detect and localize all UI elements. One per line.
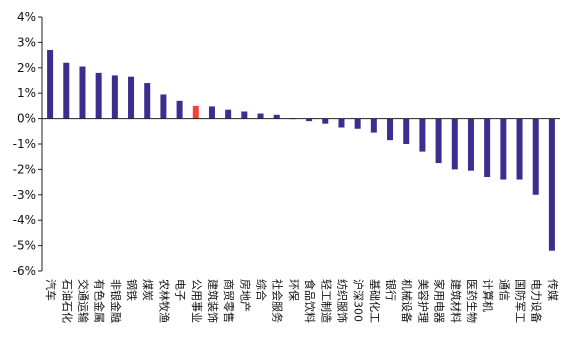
x-tick-label: 银行 (384, 279, 398, 301)
bar (95, 72, 102, 119)
x-tick-label: 沪深300 (352, 279, 366, 322)
x-tick-label: 房地产 (238, 279, 252, 312)
x-tick-label: 煤炭 (141, 279, 154, 301)
bar (322, 118, 329, 124)
x-tick-label: 国防军工 (514, 279, 528, 323)
bar (144, 83, 151, 119)
bar (370, 118, 377, 133)
y-tick-label: -5% (13, 239, 36, 253)
y-tick-label: 2% (17, 61, 36, 75)
bar (387, 118, 394, 141)
x-tick-label: 非银金融 (109, 279, 123, 323)
bar (419, 118, 426, 152)
x-tick-label: 基础化工 (368, 279, 382, 323)
bar (241, 111, 248, 119)
x-tick-label: 电子 (174, 279, 187, 301)
bar (467, 118, 474, 171)
x-tick-labels: 汽车 石油石化 交通运输 有色金属 非银金融 钢铁 煤炭 农林牧渔 电子 公用事业 建筑装饰 商贸零售… (44, 279, 559, 323)
x-tick-label: 环保 (287, 279, 301, 301)
x-tick-label: 轻工制造 (319, 279, 333, 323)
y-axis: 4% 3% 2% 1% 0% -1% -2% -3% -4% -5% -6% (13, 10, 43, 278)
y-tick-label: -4% (13, 213, 36, 227)
bar (306, 118, 313, 122)
x-tick-label: 计算机 (481, 279, 495, 312)
bar (451, 118, 458, 170)
bar (111, 75, 118, 119)
x-tick-label: 汽车 (44, 279, 58, 301)
bar (338, 118, 345, 128)
x-tick-label: 传媒 (546, 279, 559, 301)
x-tick-label: 家用电器 (433, 279, 447, 323)
x-tick-label: 钢铁 (125, 279, 138, 301)
x-tick-label: 有色金属 (93, 279, 107, 323)
bar (47, 50, 54, 119)
x-tick-label: 农林牧渔 (157, 279, 171, 323)
bar (500, 118, 507, 180)
bar (516, 118, 523, 180)
x-tick-label: 建筑装饰 (206, 279, 220, 323)
x-tick-label: 纺织服饰 (335, 279, 349, 323)
bar (208, 106, 215, 119)
bar (176, 100, 183, 119)
y-tick-label: 1% (17, 86, 36, 100)
x-tick-label: 通信 (497, 279, 510, 301)
x-tick-label: 社会服务 (271, 279, 285, 323)
bar (79, 66, 86, 119)
bar (354, 118, 361, 129)
y-tick-label: 0% (17, 112, 36, 126)
bar-series (47, 50, 555, 251)
y-tick-label: -3% (13, 188, 36, 202)
bar (257, 113, 264, 119)
x-tick-label: 电力设备 (530, 279, 544, 323)
x-tick-label: 建筑材料 (449, 279, 463, 323)
y-tick-label: -1% (13, 137, 36, 151)
y-tick-label: 3% (17, 35, 36, 49)
bar (192, 105, 199, 119)
bar (548, 118, 555, 251)
x-tick-label: 机械设备 (400, 279, 414, 323)
bar (128, 76, 135, 119)
y-tick-label: -2% (13, 162, 36, 176)
x-tick-label: 食品饮料 (303, 279, 317, 323)
x-tick-label: 美容护理 (416, 279, 430, 323)
y-tick-label: -6% (13, 264, 36, 278)
x-tick-label: 综合 (255, 279, 269, 301)
x-tick-label: 交通运输 (76, 279, 90, 323)
bar (225, 109, 232, 119)
bar (532, 118, 539, 195)
x-tick-label: 医药生物 (465, 279, 479, 323)
bar (160, 94, 167, 119)
x-tick-label: 公用事业 (190, 279, 203, 323)
bar (435, 118, 442, 164)
bar (403, 118, 410, 144)
bar (484, 118, 491, 178)
bar (273, 114, 280, 119)
x-tick-label: 商贸零售 (222, 279, 236, 323)
bar (63, 62, 70, 119)
y-tick-label: 4% (17, 10, 36, 24)
x-tick-label: 石油石化 (60, 279, 74, 323)
